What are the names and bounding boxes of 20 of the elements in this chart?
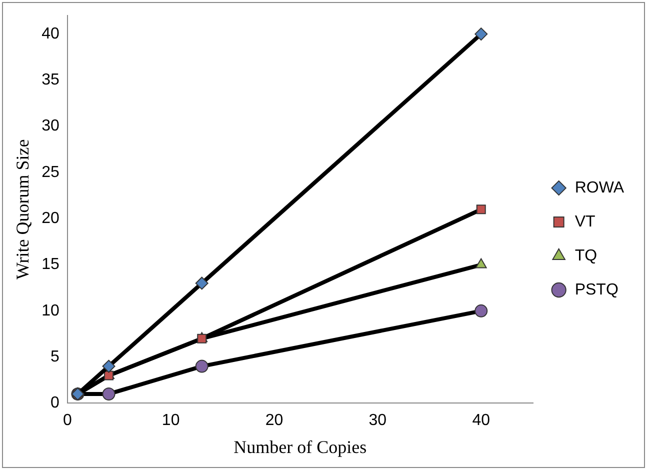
y-tick-label: 25	[42, 164, 60, 181]
x-tick-label: 10	[162, 412, 180, 430]
y-tick-label: 30	[42, 118, 60, 135]
y-tick-label: 10	[42, 302, 60, 320]
y-tick-label: 20	[42, 210, 60, 228]
y-axis-title: Write Quorum Size	[12, 139, 33, 280]
y-tick-label: 0	[50, 394, 60, 412]
y-tick-label: 15	[42, 256, 60, 274]
y-tick-label: 40	[42, 25, 60, 42]
legend-label: PSTQ	[574, 281, 618, 298]
y-tick-label: 5	[50, 348, 60, 366]
x-tick-label: 30	[368, 412, 387, 430]
y-tick-label: 35	[42, 72, 60, 89]
legend-label: ROWA	[574, 179, 624, 196]
x-tick-label: 20	[265, 412, 284, 430]
x-tick-label: 0	[62, 412, 72, 430]
x-tick-label: 40	[472, 412, 490, 430]
legend-label: VT	[574, 213, 596, 230]
legend-label: TQ	[574, 247, 598, 264]
x-axis-title: Number of Copies	[234, 436, 367, 457]
